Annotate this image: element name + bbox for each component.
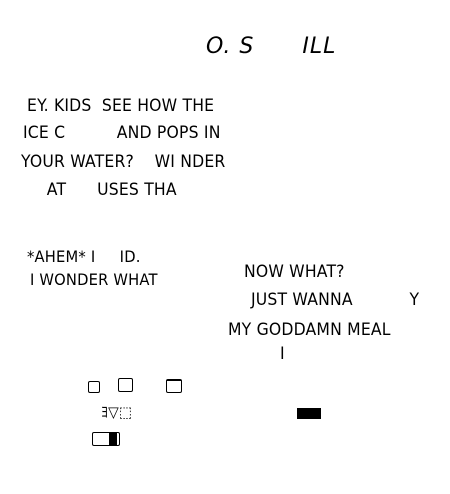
- right-line-2: JUST WANNA Y: [251, 290, 420, 310]
- right-line-4: I: [280, 344, 285, 364]
- speech-line-3: YOUR WATER? WI NDER: [21, 152, 226, 172]
- speech-line-2: ICE C AND POPS IN: [23, 123, 221, 143]
- sketch-fragment: [88, 381, 100, 393]
- sketch-fragment: [118, 378, 133, 392]
- comic-title: O. S ILL: [206, 34, 337, 59]
- right-line-1: NOW WHAT?: [244, 262, 345, 282]
- sketch-blob: [297, 408, 321, 419]
- sketch-blob: [109, 432, 117, 446]
- reply-line-2: I WONDER WHAT: [30, 270, 158, 289]
- sketch-fragment: [92, 432, 120, 446]
- right-line-3: MY GODDAMN MEAL: [228, 320, 391, 340]
- sketch-fragment: [166, 379, 182, 393]
- reply-line-1: *AHEM* I ID.: [27, 247, 141, 266]
- speech-line-1: EY. KIDS SEE HOW THE: [27, 96, 215, 116]
- sketch-scribble: ﾖ▽⬚: [101, 403, 133, 421]
- speech-line-4: AT USES THA: [21, 180, 177, 200]
